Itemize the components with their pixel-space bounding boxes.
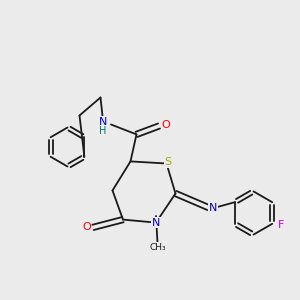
Text: O: O bbox=[82, 222, 91, 233]
Text: N: N bbox=[98, 117, 107, 127]
Text: F: F bbox=[278, 220, 284, 230]
Text: N: N bbox=[209, 202, 217, 213]
Text: N: N bbox=[152, 218, 160, 228]
Text: O: O bbox=[161, 119, 170, 130]
Text: H: H bbox=[99, 126, 106, 136]
Text: CH₃: CH₃ bbox=[149, 243, 166, 252]
Text: S: S bbox=[164, 157, 172, 167]
